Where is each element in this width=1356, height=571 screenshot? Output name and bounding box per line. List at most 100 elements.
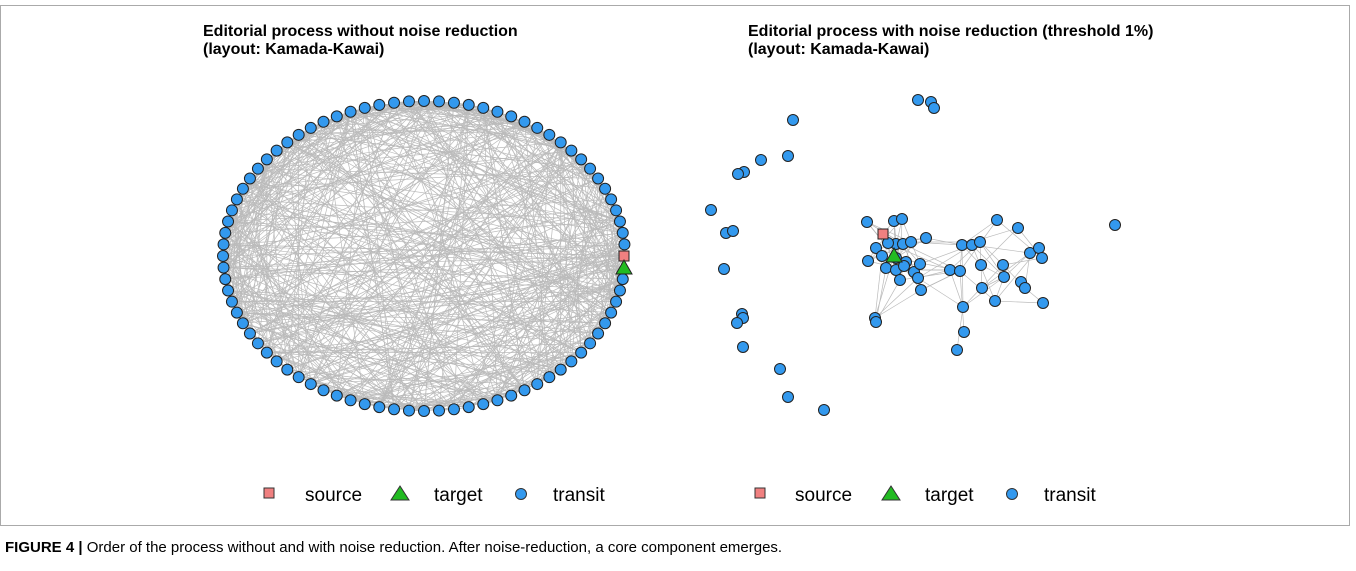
edge <box>408 101 591 344</box>
edge <box>378 127 538 408</box>
edge <box>298 121 525 136</box>
edge <box>393 102 498 401</box>
node <box>958 326 970 338</box>
legend-swatch <box>754 487 766 499</box>
panel-title: Editorial process without noise reductio… <box>203 23 518 40</box>
node <box>896 213 908 225</box>
source-node <box>877 228 889 240</box>
legend-swatch <box>390 485 410 501</box>
edge <box>231 301 561 370</box>
edge <box>298 111 351 378</box>
panel-subtitle: (layout: Kamada-Kawai) <box>203 41 384 58</box>
node <box>565 355 578 368</box>
node <box>344 105 357 118</box>
edge <box>364 107 572 151</box>
edge <box>236 312 599 334</box>
node <box>905 236 917 248</box>
edge <box>949 269 964 308</box>
node <box>997 259 1009 271</box>
target-node <box>885 246 903 263</box>
edge <box>364 278 623 405</box>
edge <box>227 290 599 334</box>
legend: source target transit <box>263 485 605 506</box>
node <box>243 172 256 185</box>
edge <box>468 104 599 334</box>
edge <box>231 290 620 303</box>
edge <box>231 199 238 302</box>
node <box>292 128 305 141</box>
node <box>358 398 371 411</box>
node <box>774 363 786 375</box>
edge <box>249 178 395 410</box>
edge <box>971 244 996 302</box>
edge <box>874 277 919 319</box>
edge <box>249 178 512 396</box>
edge <box>1002 257 1043 266</box>
node <box>876 250 888 262</box>
edge <box>266 352 440 411</box>
caption: FIGURE 4 | Order of the process without … <box>5 539 782 556</box>
edge <box>298 134 484 405</box>
edge <box>236 150 572 200</box>
edge <box>276 199 612 362</box>
edge <box>570 150 582 353</box>
edge <box>236 312 606 324</box>
node <box>944 264 956 276</box>
node <box>605 193 618 206</box>
edges <box>222 100 1044 412</box>
edge <box>223 244 625 268</box>
node <box>605 306 618 319</box>
node <box>281 136 294 149</box>
edge <box>408 255 626 411</box>
edge <box>336 100 425 396</box>
node <box>230 306 243 319</box>
node <box>358 101 371 114</box>
node <box>260 346 273 359</box>
edge <box>249 178 484 405</box>
node <box>610 204 623 217</box>
nodes <box>217 94 1121 417</box>
node <box>616 273 629 286</box>
edge <box>223 244 599 334</box>
node <box>402 95 415 108</box>
node <box>870 316 882 328</box>
node <box>565 144 578 157</box>
node <box>447 96 460 109</box>
node <box>477 398 490 411</box>
edge <box>227 290 498 401</box>
edge <box>350 111 512 396</box>
edge <box>497 199 612 401</box>
node <box>251 337 264 350</box>
edge <box>242 100 425 190</box>
node <box>898 260 910 272</box>
node <box>782 391 794 403</box>
node <box>462 98 475 111</box>
edge <box>225 232 561 370</box>
edge <box>453 104 470 410</box>
edge <box>236 199 606 324</box>
node <box>1033 242 1045 254</box>
node <box>915 284 927 296</box>
legend-label: transit <box>1044 485 1096 506</box>
node <box>225 204 238 217</box>
node <box>236 182 249 195</box>
node <box>989 295 1001 307</box>
node <box>976 282 988 294</box>
edge <box>981 252 1031 289</box>
edge <box>287 121 525 143</box>
node <box>998 271 1010 283</box>
edge <box>242 168 591 190</box>
edge <box>917 277 964 308</box>
node <box>477 101 490 114</box>
edge <box>227 221 625 268</box>
node <box>584 162 597 175</box>
edge <box>276 159 582 362</box>
edge <box>350 278 623 401</box>
node <box>787 114 799 126</box>
edge <box>497 127 538 401</box>
edge <box>408 290 621 411</box>
edge <box>379 395 512 408</box>
edge <box>497 178 599 401</box>
edge <box>223 102 455 268</box>
edge <box>438 101 582 160</box>
